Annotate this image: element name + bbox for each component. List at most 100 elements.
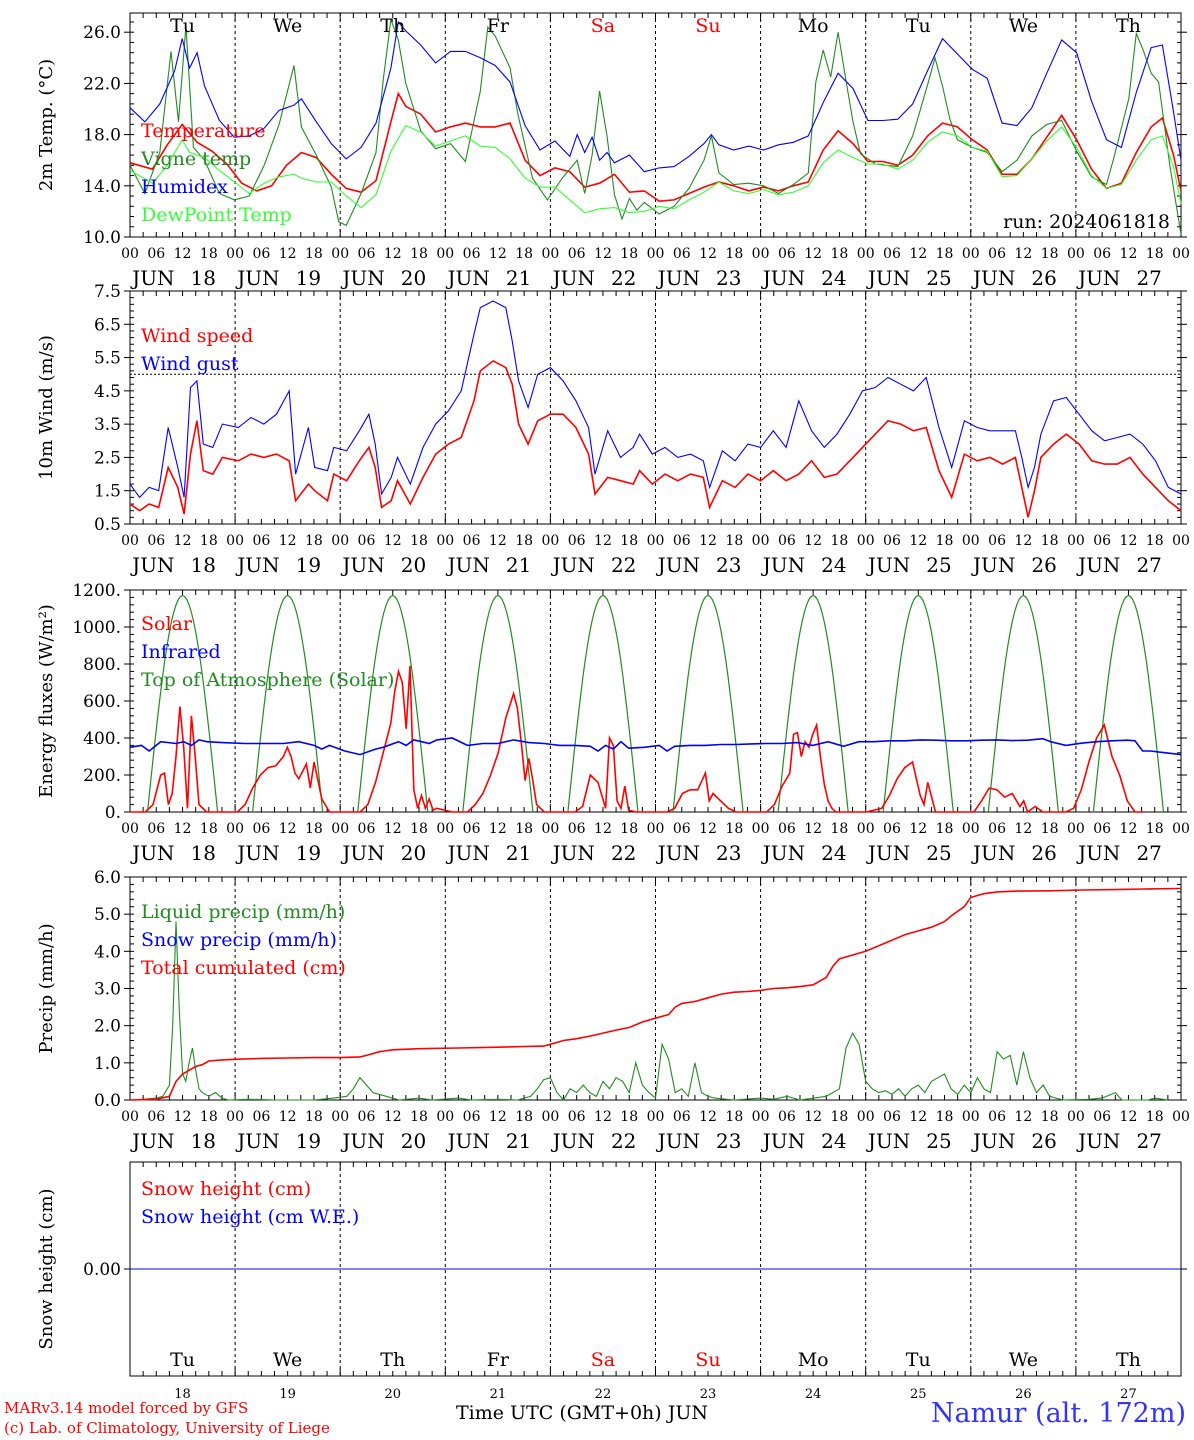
hour-tick-label: 00 (121, 1109, 139, 1125)
y-tick-label: 5.5 (94, 349, 121, 369)
date-day: 22 (611, 553, 636, 577)
date-label: JUN 27 (1076, 266, 1162, 290)
date-month: JUN (1076, 1129, 1120, 1153)
date-month: JUN (1076, 553, 1120, 577)
day-name-bottom: Fr (487, 1349, 510, 1371)
series-line-vigne-temp (129, 19, 1182, 235)
day-name-bottom: Mo (798, 1349, 829, 1371)
hour-tick-label: 12 (1014, 533, 1032, 549)
hour-tick-label: 00 (647, 821, 665, 837)
hour-tick-label: 12 (1120, 246, 1138, 262)
hour-tick-label: 06 (673, 246, 691, 262)
date-month: JUN (971, 1129, 1015, 1153)
hour-tick-label: 00 (121, 821, 139, 837)
date-month: JUN (551, 553, 595, 577)
toa-solar-line (1092, 594, 1165, 813)
hour-tick-label: 06 (463, 533, 481, 549)
hour-tick-label: 06 (673, 1109, 691, 1125)
hour-tick-label: 06 (778, 821, 796, 837)
hour-tick-label: 06 (358, 533, 376, 549)
date-label: JUN 20 (340, 553, 426, 577)
y-tick-label: 400. (83, 729, 121, 749)
series-line-liquid-precip-mm-h- (129, 921, 1168, 1101)
day-number-bottom: 23 (700, 1387, 717, 1402)
y-axis-label: Precip (mm/h) (36, 923, 57, 1053)
hour-tick-label: 12 (174, 246, 192, 262)
hour-tick-label: 18 (410, 821, 428, 837)
date-label: JUN 26 (971, 553, 1057, 577)
hour-tick-label: 12 (1014, 246, 1032, 262)
hour-tick-label: 00 (647, 1109, 665, 1125)
date-month: JUN (1076, 841, 1120, 865)
hour-tick-label: 00 (226, 246, 244, 262)
hour-tick-label: 12 (384, 1109, 402, 1125)
hour-tick-label: 06 (883, 246, 901, 262)
hour-tick-label: 12 (174, 821, 192, 837)
toa-solar-line (462, 594, 534, 813)
date-day: 24 (821, 553, 846, 577)
day-number-bottom: 21 (490, 1387, 507, 1402)
date-day: 23 (716, 553, 741, 577)
date-label: JUN 20 (340, 841, 426, 865)
y-axis-label: 2m Temp. (°C) (36, 59, 57, 191)
hour-tick-label: 00 (1172, 1109, 1190, 1125)
hour-tick-label: 12 (279, 821, 297, 837)
panel-5: 0.00 Snow height (cm) Snow height (cm) Snow… (36, 1161, 1187, 1377)
y-tick-label: 1000. (72, 618, 121, 638)
hour-tick-label: 06 (568, 533, 586, 549)
hour-tick-label: 18 (200, 1109, 218, 1125)
y-tick-label: 22.0 (83, 74, 121, 94)
hour-tick-label: 00 (1067, 1109, 1085, 1125)
hour-tick-label: 18 (620, 1109, 638, 1125)
date-label: JUN 24 (761, 841, 847, 865)
date-month: JUN (235, 553, 279, 577)
date-label: JUN 18 (130, 266, 216, 290)
day-number-bottom: 27 (1120, 1387, 1137, 1402)
hour-tick-label: 06 (358, 1109, 376, 1125)
hour-tick-label: 00 (857, 533, 875, 549)
hour-tick-label: 06 (252, 533, 270, 549)
date-day: 25 (926, 266, 951, 290)
toa-solar-line (882, 594, 954, 813)
hour-tick-label: 12 (174, 1109, 192, 1125)
date-day: 25 (926, 553, 951, 577)
hour-tick-label: 06 (1093, 533, 1111, 549)
date-month: JUN (551, 841, 595, 865)
date-day: 27 (1136, 266, 1161, 290)
time-axis-title: Time UTC (GMT+0h) (456, 1402, 662, 1424)
y-tick-label: 800. (83, 655, 121, 675)
date-label: JUN 20 (340, 1129, 426, 1153)
hour-tick-label: 18 (1146, 533, 1164, 549)
hour-tick-label: 18 (515, 821, 533, 837)
date-day: 18 (191, 841, 216, 865)
toa-solar-line (357, 594, 429, 813)
y-tick-label: 0.5 (94, 515, 121, 535)
date-month: JUN (130, 553, 174, 577)
date-day: 20 (401, 1129, 426, 1153)
hour-tick-label: 12 (384, 533, 402, 549)
hour-tick-label: 06 (358, 246, 376, 262)
hour-tick-label: 18 (1041, 821, 1059, 837)
legend-entry: Snow height (cm) (141, 1178, 311, 1200)
hour-tick-label: 00 (1172, 821, 1190, 837)
date-label: JUN 22 (551, 841, 637, 865)
date-label: JUN 22 (551, 553, 637, 577)
date-day: 26 (1031, 553, 1056, 577)
y-tick-label: 1200. (72, 581, 121, 601)
date-label: JUN 22 (551, 1129, 637, 1153)
date-label: JUN 23 (656, 841, 742, 865)
hour-tick-label: 00 (331, 246, 349, 262)
hour-tick-label: 18 (831, 821, 849, 837)
hour-tick-label: 06 (1093, 821, 1111, 837)
hour-tick-label: 12 (1120, 533, 1138, 549)
legend-entry: Infrared (141, 641, 221, 663)
day-number-bottom: 19 (279, 1387, 296, 1402)
date-day: 25 (926, 841, 951, 865)
y-tick-label: 4.0 (94, 942, 121, 962)
hour-tick-label: 06 (988, 246, 1006, 262)
day-name-bottom: Th (380, 1349, 405, 1371)
hour-tick-label: 06 (252, 246, 270, 262)
date-label: JUN 19 (235, 1129, 321, 1153)
day-number-bottom: 26 (1015, 1387, 1032, 1402)
